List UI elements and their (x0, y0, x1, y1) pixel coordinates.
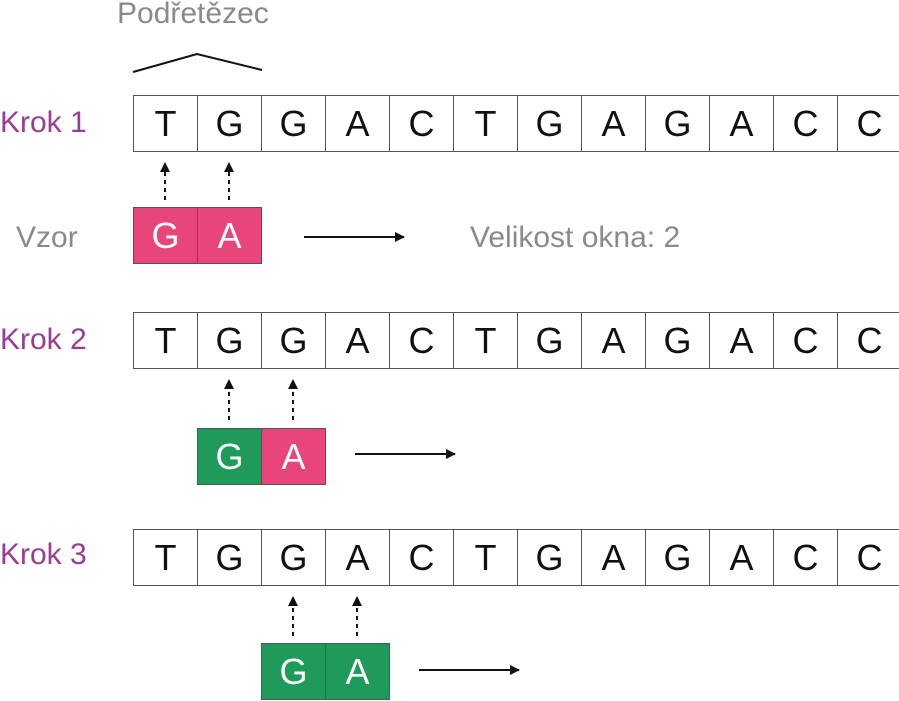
sequence-row-3: T G G A C T G A G A C C (133, 529, 899, 586)
sequence-cell: T (133, 529, 198, 586)
sequence-cell: G (645, 529, 710, 586)
shift-arrows (304, 232, 520, 675)
sequence-cell: C (389, 95, 454, 152)
sequence-cell: A (325, 312, 390, 369)
sequence-cell: C (837, 312, 899, 369)
sequence-row-2: T G G A C T G A G A C C (133, 312, 899, 369)
pattern-cell: G (133, 207, 198, 264)
sequence-cell: T (133, 312, 198, 369)
sequence-cell: C (389, 312, 454, 369)
sequence-cell: G (261, 529, 326, 586)
sequence-cell: A (581, 95, 646, 152)
sequence-cell: G (645, 312, 710, 369)
sequence-cell: G (197, 312, 262, 369)
sequence-cell: T (133, 95, 198, 152)
sequence-cell: G (197, 95, 262, 152)
step-1-label: Krok 1 (0, 106, 87, 139)
sequence-cell: C (773, 312, 838, 369)
sequence-cell: C (773, 95, 838, 152)
pattern-cell: G (261, 643, 326, 700)
sequence-cell: A (709, 529, 774, 586)
sequence-cell: C (837, 529, 899, 586)
step-2-label: Krok 2 (0, 323, 87, 356)
sequence-cell: A (325, 529, 390, 586)
sequence-cell: T (453, 95, 518, 152)
sequence-cell: G (261, 312, 326, 369)
pattern-window-3: G A (261, 643, 390, 700)
sequence-cell: C (389, 529, 454, 586)
pattern-window-2: G A (197, 428, 326, 485)
step-3-label: Krok 3 (0, 538, 87, 571)
window-size-label: Velikost okna: 2 (470, 221, 681, 254)
sequence-cell: G (517, 95, 582, 152)
sequence-cell: T (453, 529, 518, 586)
sequence-cell: C (773, 529, 838, 586)
sequence-cell: A (709, 95, 774, 152)
sequence-cell: C (837, 95, 899, 152)
pattern-label: Vzor (16, 221, 78, 254)
pattern-cell: A (325, 643, 390, 700)
sequence-cell: A (709, 312, 774, 369)
sequence-cell: G (645, 95, 710, 152)
pattern-cell: A (261, 428, 326, 485)
sequence-row-1: T G G A C T G A G A C C (133, 95, 899, 152)
pattern-cell: G (197, 428, 262, 485)
sequence-cell: A (581, 312, 646, 369)
sequence-cell: T (453, 312, 518, 369)
substring-label: Podřetězec (117, 0, 269, 30)
pattern-window-1: G A (133, 207, 262, 264)
sequence-cell: G (517, 529, 582, 586)
sequence-cell: G (261, 95, 326, 152)
sequence-cell: A (325, 95, 390, 152)
sequence-cell: A (581, 529, 646, 586)
pattern-cell: A (197, 207, 262, 264)
sequence-cell: G (517, 312, 582, 369)
sequence-cell: G (197, 529, 262, 586)
